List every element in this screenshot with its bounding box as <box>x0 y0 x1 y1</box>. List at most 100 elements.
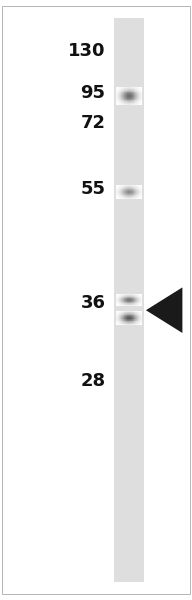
Bar <box>136 322 137 323</box>
Bar <box>116 300 117 301</box>
Bar <box>136 303 137 304</box>
Bar <box>136 100 137 101</box>
Bar <box>140 295 141 296</box>
Bar <box>127 197 128 199</box>
Bar <box>124 315 125 316</box>
Bar <box>139 194 140 195</box>
Bar <box>122 186 123 187</box>
Bar <box>141 312 142 313</box>
Bar <box>121 189 122 190</box>
Bar <box>117 319 118 320</box>
Bar <box>123 186 124 187</box>
Bar <box>141 319 142 320</box>
Bar <box>133 190 134 191</box>
Bar <box>122 321 123 322</box>
Bar <box>141 103 142 104</box>
Bar <box>132 188 133 189</box>
Bar <box>141 319 142 320</box>
Bar <box>122 318 123 319</box>
Bar <box>118 186 119 187</box>
Bar <box>119 302 120 303</box>
Bar <box>141 186 142 187</box>
Bar <box>141 94 142 95</box>
Bar <box>135 185 136 186</box>
Bar <box>117 95 118 96</box>
Bar <box>123 103 124 104</box>
Bar <box>121 91 122 92</box>
Bar <box>121 312 122 313</box>
Bar <box>125 305 126 306</box>
Bar <box>136 298 137 299</box>
Bar <box>137 98 138 99</box>
Bar <box>132 96 133 97</box>
Bar <box>118 311 119 312</box>
Bar <box>129 295 130 296</box>
Bar <box>134 192 135 193</box>
Bar <box>139 299 140 300</box>
Bar <box>134 305 135 306</box>
Bar <box>116 98 117 100</box>
Bar <box>140 100 141 101</box>
Bar <box>123 303 124 304</box>
Bar <box>137 312 138 313</box>
Bar <box>118 90 119 91</box>
Bar <box>125 188 126 189</box>
Bar <box>139 303 140 304</box>
Bar <box>138 91 139 92</box>
Bar <box>127 95 128 96</box>
Bar <box>124 194 125 195</box>
Bar <box>118 311 119 312</box>
Bar <box>120 187 121 188</box>
Bar <box>124 312 125 313</box>
Bar <box>126 94 127 95</box>
Bar <box>123 320 124 321</box>
Bar <box>116 198 117 199</box>
Bar <box>139 323 140 325</box>
Bar <box>129 186 130 187</box>
Bar <box>119 297 120 298</box>
Bar <box>141 295 142 296</box>
Bar <box>134 301 135 302</box>
Bar <box>128 322 129 323</box>
Bar <box>118 305 119 306</box>
Bar <box>141 189 142 190</box>
Bar <box>119 324 120 325</box>
Bar <box>121 188 122 189</box>
Bar <box>128 318 129 319</box>
Bar <box>133 295 134 296</box>
Bar <box>130 195 131 196</box>
Bar <box>137 90 138 91</box>
Bar <box>141 194 142 195</box>
Bar <box>118 102 119 103</box>
Bar <box>117 311 118 312</box>
Bar <box>119 299 120 300</box>
Bar <box>140 312 141 313</box>
Bar <box>128 94 129 95</box>
Bar <box>124 87 125 88</box>
Bar <box>123 90 124 91</box>
Bar <box>118 188 119 189</box>
Bar <box>131 90 132 91</box>
Bar <box>128 302 129 303</box>
Bar <box>130 100 131 101</box>
Bar <box>140 100 141 101</box>
Bar <box>140 324 141 325</box>
Bar <box>120 300 121 301</box>
Bar <box>131 295 132 296</box>
Bar <box>141 320 142 321</box>
Bar <box>135 296 136 297</box>
Bar <box>118 297 119 298</box>
Bar <box>125 192 126 193</box>
Bar <box>134 323 135 325</box>
Bar <box>127 312 128 313</box>
Bar <box>125 101 126 102</box>
Bar <box>137 301 138 302</box>
Bar <box>137 100 138 101</box>
Bar <box>138 316 139 317</box>
Bar <box>119 196 120 197</box>
Bar <box>118 194 119 195</box>
Bar <box>131 198 132 199</box>
Bar <box>139 103 140 104</box>
Bar <box>117 321 118 322</box>
Bar <box>121 295 122 296</box>
